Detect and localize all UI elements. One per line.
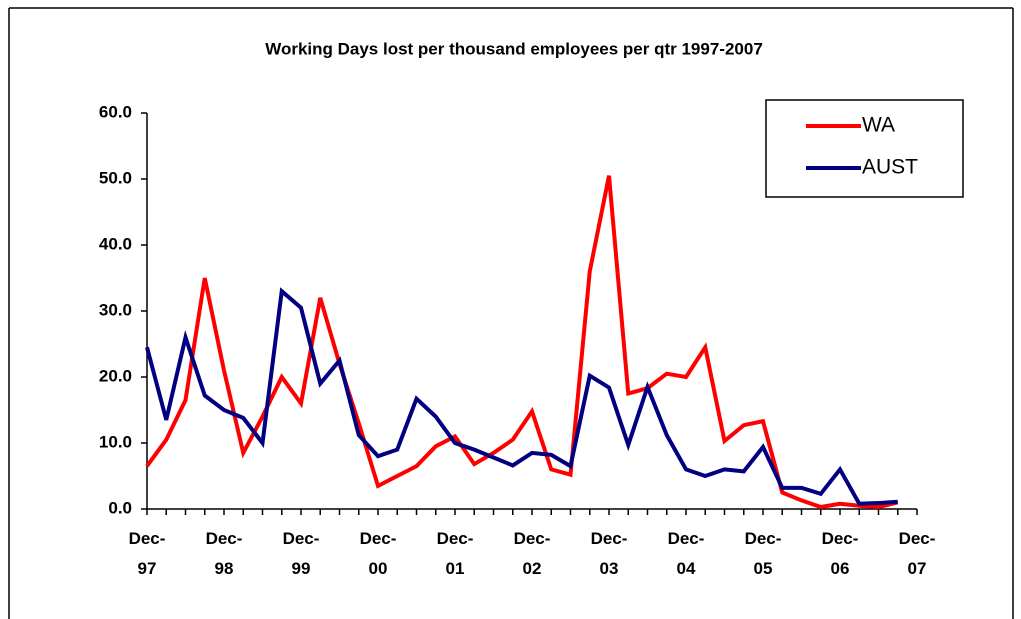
x-tick-label: Dec-00 — [359, 529, 397, 578]
y-tick-label: 0.0 — [108, 498, 132, 517]
x-tick-label: Dec-05 — [744, 529, 782, 578]
y-tick-label: 40.0 — [99, 234, 132, 253]
x-tick-label: Dec-97 — [128, 529, 166, 578]
x-tick-label: Dec-99 — [282, 529, 320, 578]
chart-title: Working Days lost per thousand employees… — [265, 39, 763, 58]
series-line — [145, 175, 899, 510]
y-tick-label: 10.0 — [99, 432, 132, 451]
x-tick-label: Dec-04 — [667, 529, 705, 578]
y-tick-label: 60.0 — [99, 102, 132, 121]
x-tick-label: Dec-02 — [513, 529, 551, 578]
x-tick-label: Dec-98 — [205, 529, 243, 578]
legend-box — [765, 99, 964, 198]
y-tick-label: 20.0 — [99, 366, 132, 385]
y-tick-label: 50.0 — [99, 168, 132, 187]
x-tick-label: Dec-03 — [590, 529, 628, 578]
series-line — [145, 287, 898, 506]
x-tick-label: Dec-06 — [821, 529, 859, 578]
x-tick-label: Dec-07 — [898, 529, 936, 578]
y-tick-label: 30.0 — [99, 300, 132, 319]
legend-label: AUST — [862, 156, 918, 179]
x-tick-label: Dec-01 — [436, 529, 474, 578]
legend-label: WA — [862, 114, 895, 137]
